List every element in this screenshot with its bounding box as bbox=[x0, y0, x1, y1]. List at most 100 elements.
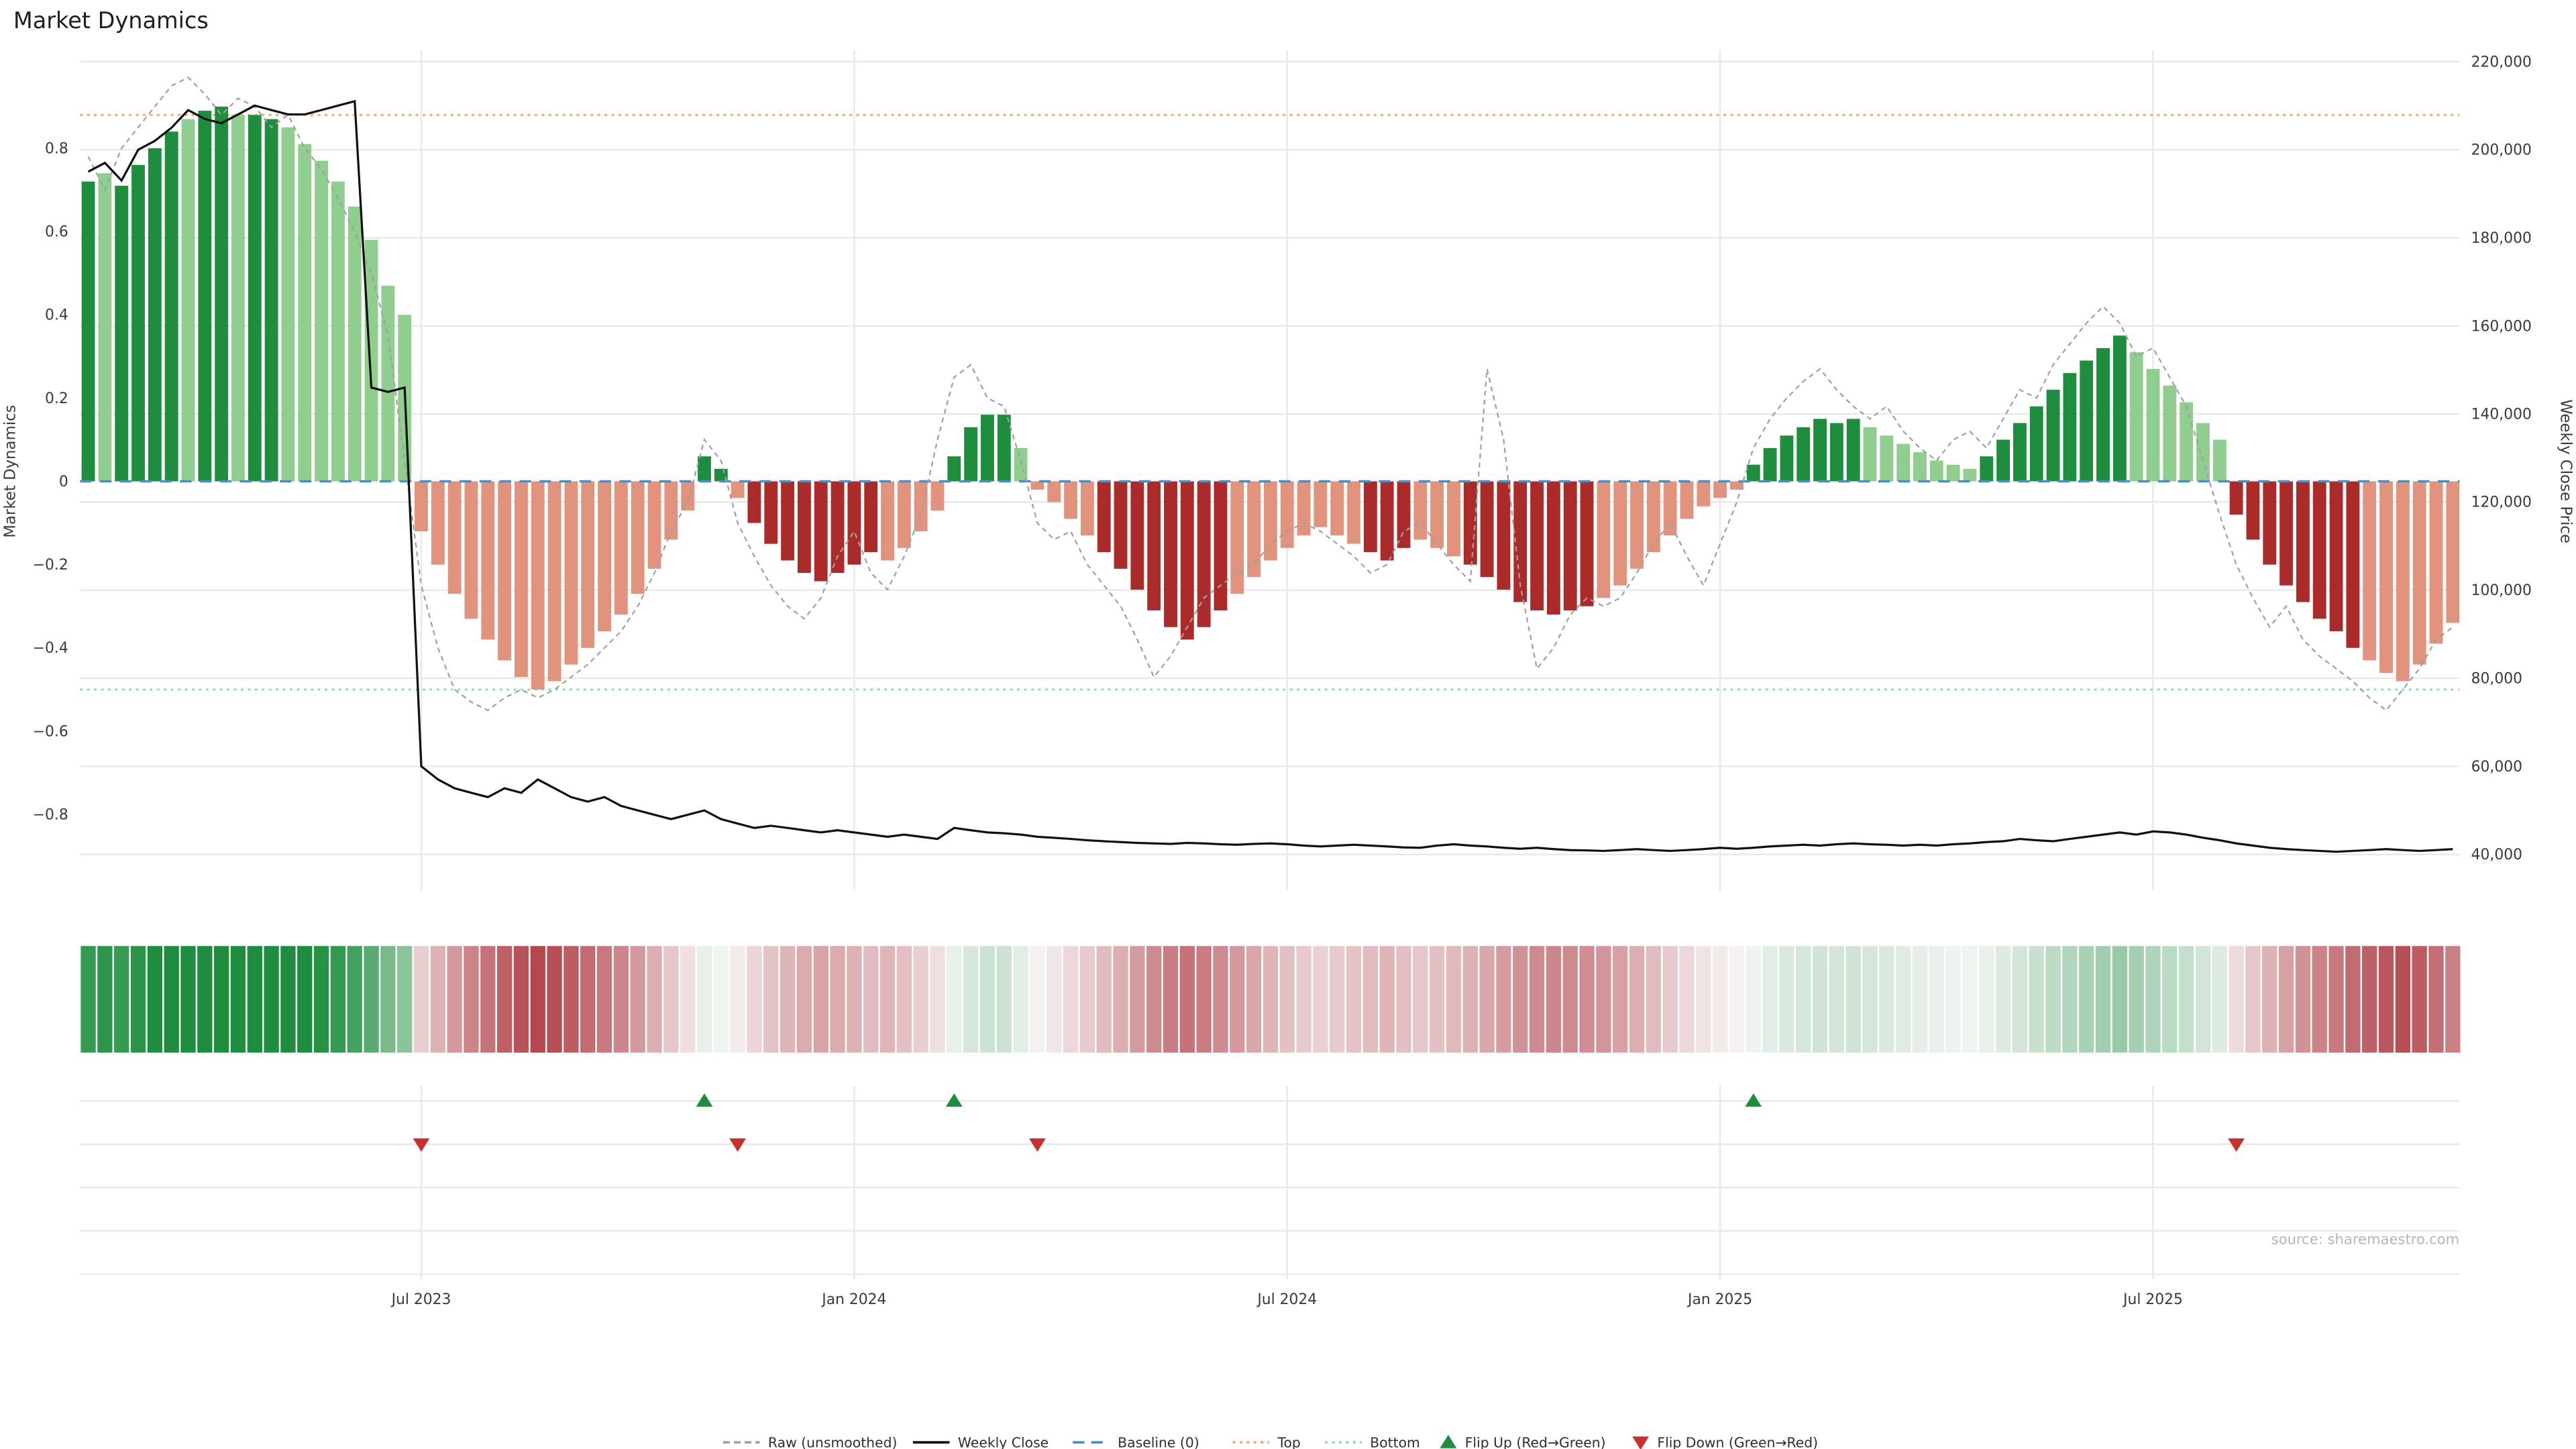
md-bar bbox=[1880, 435, 1894, 482]
heatmap-cell bbox=[2112, 946, 2128, 1053]
heatmap-cell bbox=[247, 946, 262, 1053]
heatmap-cell bbox=[1729, 946, 1745, 1053]
left-axis-tick: −0.4 bbox=[33, 640, 68, 657]
heatmap-cell bbox=[2412, 946, 2427, 1053]
heatmap-cell bbox=[1296, 946, 1311, 1053]
heatmap-cell bbox=[297, 946, 313, 1053]
md-bar bbox=[131, 164, 145, 482]
heatmap-cell bbox=[930, 946, 945, 1053]
md-bar bbox=[2363, 481, 2377, 661]
md-bar bbox=[1980, 456, 1994, 482]
md-bar bbox=[947, 456, 961, 482]
md-bar bbox=[1347, 481, 1360, 544]
heatmap-cell bbox=[1496, 946, 1511, 1053]
md-bar bbox=[564, 481, 578, 665]
md-bar bbox=[2180, 402, 2194, 482]
flip-up-marker bbox=[1745, 1093, 1762, 1107]
md-bar bbox=[1730, 481, 1743, 490]
flip-up-marker bbox=[696, 1093, 713, 1107]
md-bar bbox=[1663, 481, 1677, 536]
heatmap-cell bbox=[1845, 946, 1861, 1053]
right-axis-tick: 80,000 bbox=[2471, 670, 2522, 687]
md-bar bbox=[1114, 481, 1128, 569]
md-bar bbox=[2013, 423, 2027, 482]
md-bar bbox=[1796, 427, 1811, 482]
heatmap-cell bbox=[2262, 946, 2277, 1053]
bars-layer bbox=[81, 106, 2460, 690]
md-bar bbox=[2312, 481, 2326, 619]
left-axis-tick: −0.2 bbox=[33, 557, 68, 574]
heatmap-cell bbox=[213, 946, 229, 1053]
heatmap-cell bbox=[713, 946, 729, 1053]
heatmap-cell bbox=[1063, 946, 1079, 1053]
heatmap-cell bbox=[680, 946, 696, 1053]
weekly-close-line bbox=[87, 99, 2453, 853]
heatmap-cell bbox=[130, 946, 146, 1053]
heatmap-cell bbox=[613, 946, 629, 1053]
heatmap-cell bbox=[547, 946, 562, 1053]
md-bar bbox=[747, 481, 761, 523]
right-axis-tick: 140,000 bbox=[2471, 407, 2532, 423]
md-bar bbox=[2080, 360, 2094, 482]
md-bar bbox=[2379, 481, 2393, 674]
md-bar bbox=[1646, 481, 1660, 553]
legend-item-label: Flip Up (Red→Green) bbox=[1465, 1434, 1606, 1449]
heatmap-cell bbox=[1030, 946, 1045, 1053]
right-axis-tick: 200,000 bbox=[2471, 142, 2532, 159]
legend-item-label: Bottom bbox=[1370, 1434, 1420, 1449]
md-bar bbox=[1530, 481, 1544, 610]
heatmap-cell bbox=[1629, 946, 1645, 1053]
md-bar bbox=[681, 481, 695, 511]
heatmap-cell bbox=[1696, 946, 1711, 1053]
heatmap-cell bbox=[863, 946, 879, 1053]
heatmap-cell bbox=[2345, 946, 2361, 1053]
md-bar bbox=[1846, 419, 1860, 482]
heatmap-cell bbox=[1330, 946, 1345, 1053]
heatmap-cell bbox=[2029, 946, 2044, 1053]
md-bar bbox=[1030, 481, 1044, 490]
md-bar bbox=[498, 481, 512, 661]
md-bar bbox=[1130, 481, 1144, 590]
legend-item-label: Weekly Close bbox=[958, 1434, 1049, 1449]
lines-layer bbox=[80, 76, 2460, 853]
flip-down-marker bbox=[729, 1138, 747, 1152]
heatmap-cell bbox=[147, 946, 163, 1053]
heatmap-cell bbox=[913, 946, 928, 1053]
md-bar bbox=[1946, 464, 1960, 482]
md-bar bbox=[2046, 389, 2060, 482]
heatmap-cell bbox=[2245, 946, 2261, 1053]
heatmap-cell bbox=[1546, 946, 1562, 1053]
md-bar bbox=[2096, 347, 2110, 482]
md-bar bbox=[181, 119, 195, 482]
md-bar bbox=[2196, 423, 2210, 482]
md-bar bbox=[1597, 481, 1611, 598]
md-bar bbox=[1480, 481, 1494, 578]
md-bar bbox=[347, 206, 362, 482]
heatmap-cell bbox=[530, 946, 545, 1053]
left-axis-title: Market Dynamics bbox=[1, 405, 19, 537]
heatmap-cell bbox=[647, 946, 662, 1053]
md-bar bbox=[1513, 481, 1527, 602]
md-bar bbox=[2146, 368, 2160, 482]
heatmap-cell bbox=[164, 946, 179, 1053]
md-bar bbox=[2246, 481, 2260, 540]
md-bar bbox=[1713, 481, 1727, 498]
heatmap-cell bbox=[1779, 946, 1794, 1053]
legend-item-label: Baseline (0) bbox=[1118, 1434, 1199, 1449]
heatmap-cell bbox=[1896, 946, 1911, 1053]
legend-item-label: Flip Down (Green→Red) bbox=[1657, 1434, 1818, 1449]
heatmap-cell bbox=[1163, 946, 1179, 1053]
md-bar bbox=[198, 111, 212, 482]
heatmap-cell bbox=[1746, 946, 1761, 1053]
heatmap-cell bbox=[1679, 946, 1695, 1053]
md-bar bbox=[981, 415, 994, 482]
heatmap-strip bbox=[80, 946, 2461, 1053]
legend-item: Weekly Close bbox=[912, 1434, 1049, 1449]
md-bar bbox=[2412, 481, 2426, 665]
heatmap-cell bbox=[596, 946, 612, 1053]
md-bar bbox=[598, 481, 611, 631]
md-bar bbox=[1147, 481, 1161, 610]
heatmap-cell bbox=[796, 946, 812, 1053]
x-axis-tick: Jan 2024 bbox=[820, 1291, 886, 1308]
